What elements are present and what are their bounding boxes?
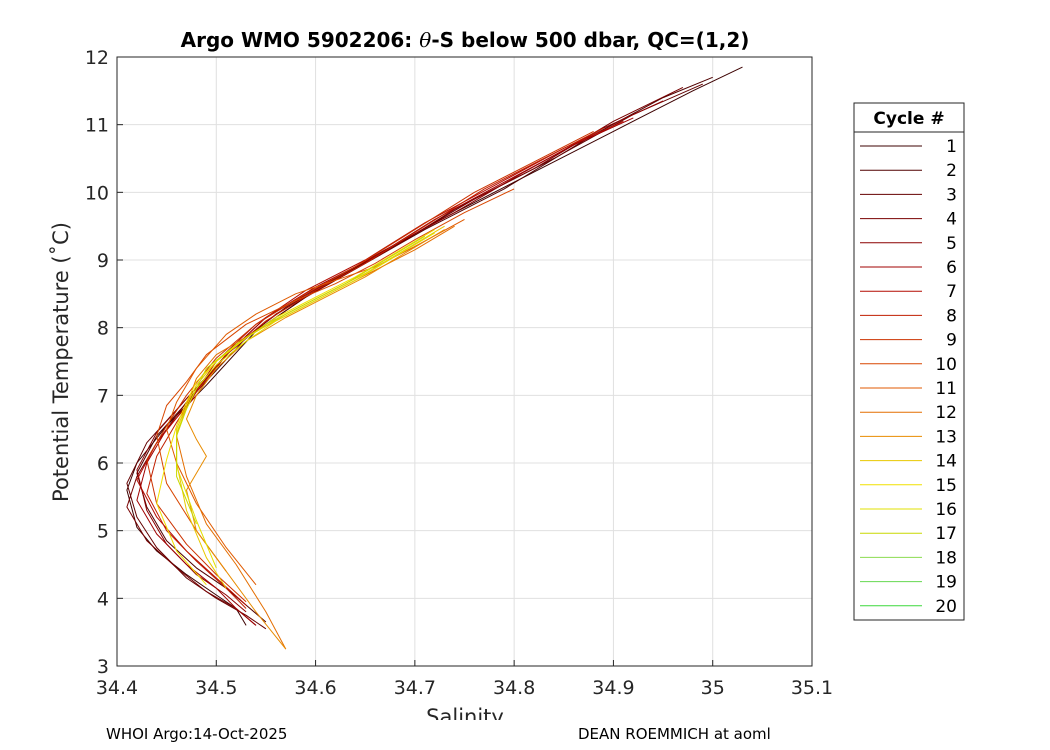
series-line-8 bbox=[146, 127, 604, 609]
legend-label-5: 5 bbox=[946, 234, 957, 254]
x-tick-label: 34.5 bbox=[195, 677, 237, 699]
y-tick-label: 12 bbox=[85, 47, 109, 69]
legend-label-10: 10 bbox=[935, 355, 957, 375]
chart-title-prefix: Argo WMO 5902206: bbox=[181, 28, 420, 52]
legend-label-20: 20 bbox=[935, 597, 957, 617]
x-tick-label: 34.9 bbox=[592, 677, 634, 699]
legend-label-7: 7 bbox=[946, 282, 957, 302]
y-tick-label: 10 bbox=[85, 182, 109, 204]
series-layer bbox=[126, 66, 743, 650]
x-tick-label: 35 bbox=[701, 677, 725, 699]
legend-box bbox=[853, 102, 965, 621]
series-line-9 bbox=[146, 130, 594, 603]
x-tick-label: 34.4 bbox=[96, 677, 138, 699]
series-line-10 bbox=[156, 188, 515, 572]
legend-label-8: 8 bbox=[946, 306, 957, 326]
legend-label-1: 1 bbox=[946, 137, 957, 157]
footer-left: WHOI Argo:14-Oct-2025 bbox=[106, 725, 288, 743]
chart-title: Argo WMO 5902206: θ-S below 500 dbar, QC… bbox=[181, 28, 750, 52]
y-tick-label: 8 bbox=[97, 318, 109, 340]
y-tick-label: 3 bbox=[97, 656, 109, 678]
y-tick-label: 4 bbox=[97, 588, 109, 610]
legend-label-3: 3 bbox=[946, 185, 957, 205]
legend-label-15: 15 bbox=[935, 476, 957, 496]
legend-label-19: 19 bbox=[935, 573, 957, 593]
x-tick-label: 34.8 bbox=[493, 677, 535, 699]
legend-label-13: 13 bbox=[935, 427, 957, 447]
chart-title-theta: θ bbox=[419, 28, 431, 52]
theta-s-chart: Argo WMO 5902206: θ-S below 500 dbar, QC… bbox=[49, 28, 965, 729]
y-tick-label: 6 bbox=[97, 453, 109, 475]
legend-label-16: 16 bbox=[935, 500, 957, 520]
series-line-15 bbox=[156, 229, 435, 586]
series-line-13 bbox=[186, 229, 445, 650]
legend-label-18: 18 bbox=[935, 548, 957, 568]
y-tick-label: 5 bbox=[97, 521, 109, 543]
plot-area bbox=[117, 57, 812, 666]
legend-label-6: 6 bbox=[946, 258, 957, 278]
axis-ticks: 34.4 34.5 34.6 34.7 34.8 34.9 35 35.1 3 4 5 6 7 8 9 10 1… bbox=[85, 47, 833, 699]
legend-label-11: 11 bbox=[935, 379, 957, 399]
x-tick-label: 34.6 bbox=[294, 677, 336, 699]
x-tick-label: 35.1 bbox=[791, 677, 833, 699]
legend-label-4: 4 bbox=[946, 210, 957, 230]
footer-right: DEAN ROEMMICH at aoml bbox=[578, 725, 771, 743]
legend-label-12: 12 bbox=[935, 403, 957, 423]
series-line-17 bbox=[176, 235, 426, 525]
x-axis-label: Salinity bbox=[426, 705, 504, 720]
chart-title-suffix: -S below 500 dbar, QC=(1,2) bbox=[431, 28, 749, 52]
legend-label-2: 2 bbox=[946, 161, 957, 181]
y-tick-label: 9 bbox=[97, 250, 109, 272]
series-line-14 bbox=[176, 225, 445, 589]
legend-title: Cycle # bbox=[873, 109, 944, 129]
plot-frame bbox=[116, 56, 813, 667]
legend-label-14: 14 bbox=[935, 452, 957, 472]
y-tick-label: 11 bbox=[85, 115, 109, 137]
legend-label-17: 17 bbox=[935, 524, 957, 544]
y-tick-label: 7 bbox=[97, 385, 109, 407]
x-tick-label: 34.7 bbox=[394, 677, 436, 699]
y-axis-label: Potential Temperature (˚C) bbox=[49, 222, 73, 502]
legend-label-9: 9 bbox=[946, 331, 957, 351]
